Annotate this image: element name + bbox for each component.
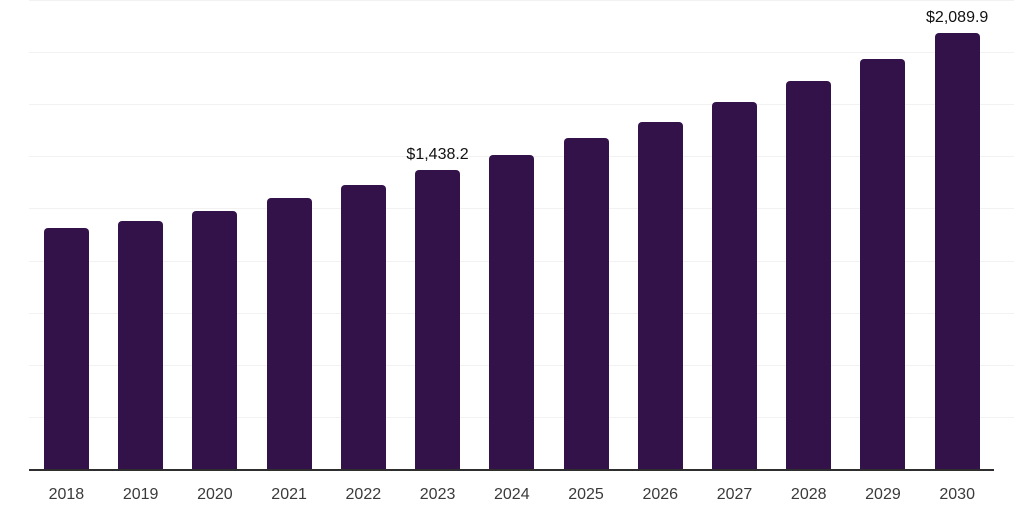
bar-2027[interactable]: [711, 101, 757, 470]
x-tick-label-2018: 2018: [48, 486, 85, 503]
bar-2029[interactable]: [860, 58, 906, 470]
bar-2025[interactable]: [563, 138, 609, 470]
bar-2018[interactable]: [43, 227, 89, 470]
bar-2026[interactable]: [637, 122, 683, 470]
gridline: [29, 0, 1014, 1]
x-tick-label-2023: 2023: [419, 486, 456, 503]
x-axis-labels: 2018 2019 2020 2021 2022 2023 2024 2025 2026 2027…: [0, 485, 1024, 505]
x-tick-label-2020: 2020: [197, 486, 233, 503]
gridline: [29, 51, 1014, 53]
data-label-2023: $1,438.2: [406, 145, 469, 163]
bar-2030[interactable]: [934, 33, 980, 470]
x-tick-label-2026: 2026: [642, 486, 679, 503]
x-axis-line: [29, 469, 994, 471]
bar-2019[interactable]: [118, 221, 164, 470]
x-tick-label-2021: 2021: [271, 486, 307, 503]
x-tick-label-2029: 2029: [865, 486, 901, 503]
data-label-2030: $2,089.9: [926, 9, 989, 27]
bar-2021[interactable]: [266, 198, 312, 470]
plot-area: $1,438.2 $2,089.9: [29, 0, 1014, 470]
x-tick-label-2030: 2030: [939, 486, 975, 503]
gridline: [29, 103, 1014, 105]
bar-2023[interactable]: [415, 169, 461, 470]
x-tick-label-2019: 2019: [122, 486, 159, 503]
bar-2028[interactable]: [786, 80, 832, 470]
bar-2022[interactable]: [340, 184, 386, 470]
x-tick-label-2028: 2028: [790, 486, 827, 503]
x-tick-label-2022: 2022: [345, 486, 382, 503]
bar-2020[interactable]: [192, 210, 238, 470]
x-tick-label-2027: 2027: [716, 486, 753, 503]
x-tick-label-2025: 2025: [568, 486, 604, 503]
x-tick-label-2024: 2024: [494, 486, 530, 503]
bar-2024[interactable]: [489, 155, 535, 470]
